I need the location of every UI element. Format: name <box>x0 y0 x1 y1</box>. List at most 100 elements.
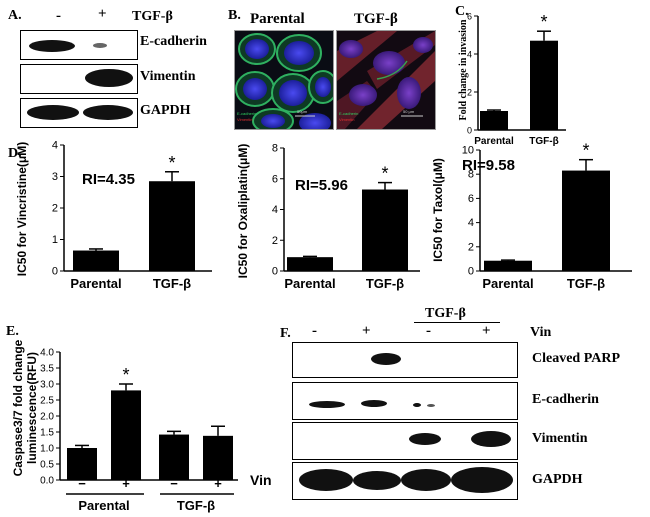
y-tick-label: 6 <box>272 173 278 185</box>
y-tick-label: 3.5 <box>40 364 54 375</box>
image-label-parental: Parental <box>250 11 305 27</box>
blot-strip-vimentin <box>292 422 518 460</box>
treatment-label: TGF-β <box>132 9 173 24</box>
lane-label: + <box>98 6 107 22</box>
y-axis-label: IC50 for Vincristine(μM) <box>15 142 29 276</box>
y-tick-label: 8 <box>468 169 474 181</box>
x-tick-label: Parental <box>70 276 121 291</box>
micrograph-image <box>235 31 333 129</box>
significance-star: * <box>540 12 547 32</box>
group-label: Parental <box>78 498 129 513</box>
bar <box>67 448 97 480</box>
blot-strip-gapdh <box>292 462 518 500</box>
x-tick-label: Parental <box>474 136 514 147</box>
y-tick-label: 4 <box>272 204 278 216</box>
bar <box>287 257 333 271</box>
significance-star: * <box>122 365 129 385</box>
band <box>309 401 345 408</box>
blot-row-label: E-cadherin <box>532 392 599 407</box>
y-tick-label: 2.5 <box>40 396 54 407</box>
x-tick-label: Parental <box>482 276 533 291</box>
band <box>427 404 435 407</box>
blot-strip-cleaved-parp <box>292 342 518 378</box>
blot-row-label: Vimentin <box>532 431 588 446</box>
bar <box>480 111 508 130</box>
blot-row-label: E-cadherin <box>140 34 207 49</box>
lane-label: + <box>362 323 371 339</box>
bar <box>530 40 558 131</box>
blot-row-label: Vimentin <box>140 69 196 84</box>
drug-label: Vin <box>530 325 552 340</box>
panel-label-c: C. <box>455 4 469 19</box>
y-axis-label: Fold change in invasion <box>458 19 469 120</box>
y-tick-label: 4 <box>52 140 58 152</box>
band <box>299 469 353 491</box>
y-tick-label: 0 <box>52 266 58 278</box>
y-tick-label: 2 <box>467 88 472 98</box>
panel-label-a: A. <box>8 8 22 23</box>
ri-annotation: RI=4.35 <box>82 171 135 188</box>
bar <box>484 260 532 271</box>
y-tick-label: 3 <box>52 171 58 183</box>
y-tick-label: 8 <box>272 143 278 155</box>
y-tick-label: 4 <box>467 50 472 60</box>
band <box>401 469 451 491</box>
blot-row-label: GAPDH <box>532 472 583 487</box>
lane-label: - <box>426 323 431 339</box>
stain-label-red: Vimentin <box>237 117 253 122</box>
y-tick-label: 2.0 <box>40 412 54 423</box>
bar <box>73 250 119 271</box>
y-tick-label: 2 <box>468 241 474 253</box>
drug-label: Vin <box>250 472 272 488</box>
x-tick-label: TGF-β <box>567 276 605 291</box>
panel-label-d: D. <box>8 146 22 161</box>
bar <box>149 181 195 271</box>
blot-strip-gapdh <box>20 98 138 128</box>
micrograph-image <box>337 31 435 129</box>
x-tick-label: TGF-β <box>153 276 191 291</box>
x-tick-label: + <box>214 476 222 491</box>
y-axis-label: IC50 for Oxaliplatin(μM) <box>236 144 250 279</box>
significance-star: * <box>381 164 388 184</box>
band <box>409 433 441 445</box>
y-tick-label: 4 <box>468 217 474 229</box>
panel-label-e: E. <box>6 324 19 339</box>
band <box>83 105 133 120</box>
y-axis-label: IC50 for Taxol(μM) <box>431 158 445 262</box>
ri-annotation: RI=9.58 <box>462 157 515 174</box>
group-label: TGF-β <box>177 498 215 513</box>
stain-label-green: E-cadherin <box>339 111 359 116</box>
blot-strip-ecadherin <box>292 382 518 420</box>
band <box>361 400 387 407</box>
image-label-tgfb: TGF-β <box>354 11 398 27</box>
micrograph-tgfb: E-cadherin Vimentin 50 μm <box>336 30 436 130</box>
band <box>471 431 511 447</box>
blot-row-label: GAPDH <box>140 103 191 118</box>
panel-label-f: F. <box>280 326 291 341</box>
band <box>27 105 79 120</box>
x-tick-label: + <box>122 476 130 491</box>
stain-label-green: E-cadherin <box>237 111 257 116</box>
blot-row-label: Cleaved PARP <box>532 351 620 366</box>
bar <box>203 435 233 480</box>
y-axis-label: Caspase3/7 fold changeluminescence(RFU) <box>11 339 39 476</box>
lane-label: - <box>56 8 61 24</box>
y-tick-label: 1.5 <box>40 428 54 439</box>
band <box>93 43 107 48</box>
panel-label-b: B. <box>228 8 241 23</box>
blot-strip-vimentin <box>20 64 138 94</box>
y-tick-label: 2 <box>52 203 58 215</box>
scale-bar-label: 50 μm <box>403 109 415 114</box>
scale-bar-label: 50μm <box>297 109 308 114</box>
significance-star: * <box>582 141 589 161</box>
stain-label-red: Vimentin <box>339 117 355 122</box>
y-tick-label: 0 <box>272 266 278 278</box>
y-tick-label: 2 <box>272 235 278 247</box>
y-tick-label: 0.5 <box>40 460 54 471</box>
y-tick-label: 3.0 <box>40 380 54 391</box>
band <box>353 471 401 490</box>
